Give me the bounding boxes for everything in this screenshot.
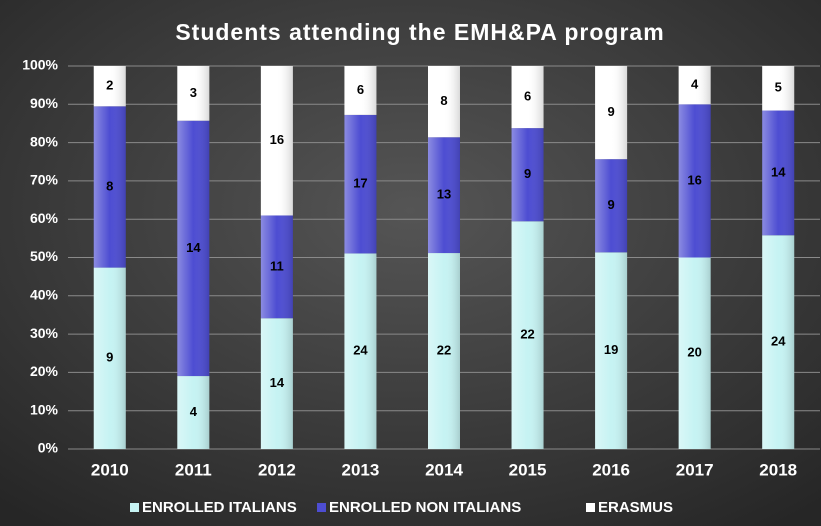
bar-shade bbox=[762, 66, 795, 111]
bar-shade bbox=[344, 66, 377, 115]
bar-shade bbox=[762, 110, 795, 236]
bar-shade bbox=[595, 252, 628, 449]
bar-shade bbox=[177, 120, 210, 377]
y-tick-label: 30% bbox=[30, 325, 59, 341]
legend-label: ERASMUS bbox=[598, 499, 673, 516]
x-tick-label: 2014 bbox=[425, 460, 463, 479]
bar-shade bbox=[177, 66, 210, 121]
y-tick-label: 60% bbox=[30, 210, 59, 226]
data-label: 5 bbox=[775, 80, 782, 95]
x-tick-label: 2013 bbox=[342, 460, 380, 479]
data-label: 9 bbox=[607, 197, 614, 212]
data-label: 24 bbox=[771, 334, 786, 349]
y-tick-label: 50% bbox=[30, 248, 59, 264]
bar-shade bbox=[511, 128, 544, 222]
data-label: 4 bbox=[190, 404, 198, 419]
bar-shade bbox=[428, 66, 460, 138]
bar-shade bbox=[260, 66, 293, 216]
bar-shade bbox=[177, 376, 210, 449]
data-label: 13 bbox=[437, 187, 451, 202]
x-tick-label: 2016 bbox=[592, 460, 630, 479]
y-tick-label: 100% bbox=[22, 57, 58, 73]
y-tick-label: 70% bbox=[30, 172, 59, 188]
data-label: 16 bbox=[687, 172, 701, 187]
x-tick-label: 2010 bbox=[91, 460, 129, 479]
y-tick-label: 10% bbox=[30, 401, 59, 417]
data-label: 2 bbox=[106, 78, 113, 93]
data-label: 9 bbox=[106, 350, 113, 365]
data-label: 3 bbox=[190, 85, 197, 100]
bar-shade bbox=[260, 215, 293, 319]
data-label: 6 bbox=[357, 82, 364, 97]
data-label: 22 bbox=[520, 327, 534, 342]
data-label: 9 bbox=[524, 166, 531, 181]
bar-shade bbox=[511, 221, 544, 449]
x-tick-label: 2017 bbox=[676, 460, 714, 479]
data-label: 22 bbox=[437, 342, 451, 357]
data-label: 14 bbox=[771, 164, 786, 179]
x-tick-label: 2011 bbox=[175, 460, 212, 479]
bar-shade bbox=[93, 267, 126, 449]
legend-swatch bbox=[586, 503, 595, 512]
bar-shade bbox=[428, 137, 460, 254]
data-label: 8 bbox=[106, 178, 113, 193]
y-tick-label: 40% bbox=[30, 287, 59, 303]
data-label: 11 bbox=[270, 258, 284, 273]
data-label: 14 bbox=[186, 240, 201, 255]
bar-shade bbox=[344, 253, 377, 449]
data-label: 17 bbox=[353, 176, 367, 191]
bar-shade bbox=[678, 104, 711, 258]
bar-shade bbox=[678, 257, 711, 449]
data-label: 6 bbox=[524, 88, 531, 103]
x-tick-label: 2015 bbox=[509, 460, 547, 479]
data-label: 20 bbox=[687, 345, 701, 360]
y-tick-label: 90% bbox=[30, 95, 59, 111]
data-label: 9 bbox=[607, 104, 614, 119]
data-label: 14 bbox=[270, 375, 285, 390]
data-label: 4 bbox=[691, 77, 699, 92]
bar-shade bbox=[344, 114, 377, 254]
y-tick-label: 20% bbox=[30, 363, 59, 379]
bar-shade bbox=[595, 159, 628, 253]
bar-shade bbox=[678, 66, 711, 105]
data-label: 16 bbox=[270, 132, 284, 147]
bar-shade bbox=[93, 66, 126, 107]
y-tick-label: 0% bbox=[38, 440, 59, 456]
y-tick-label: 80% bbox=[30, 133, 59, 149]
x-tick-label: 2012 bbox=[258, 460, 296, 479]
legend-swatch bbox=[130, 503, 139, 512]
bar-shade bbox=[260, 318, 293, 449]
legend-label: ENROLLED ITALIANS bbox=[142, 499, 297, 516]
bar-shade bbox=[762, 235, 795, 449]
data-label: 24 bbox=[353, 343, 368, 358]
bar-shade bbox=[93, 106, 126, 268]
x-tick-label: 2018 bbox=[759, 460, 797, 479]
data-label: 8 bbox=[440, 93, 447, 108]
bar-shade bbox=[595, 66, 628, 160]
bar-shade bbox=[511, 66, 544, 129]
chart-title: Students attending the EMH&PA program bbox=[175, 19, 664, 45]
legend-label: ENROLLED NON ITALIANS bbox=[329, 499, 521, 516]
legend-swatch bbox=[317, 503, 326, 512]
data-label: 19 bbox=[604, 342, 618, 357]
bar-shade bbox=[428, 253, 460, 449]
